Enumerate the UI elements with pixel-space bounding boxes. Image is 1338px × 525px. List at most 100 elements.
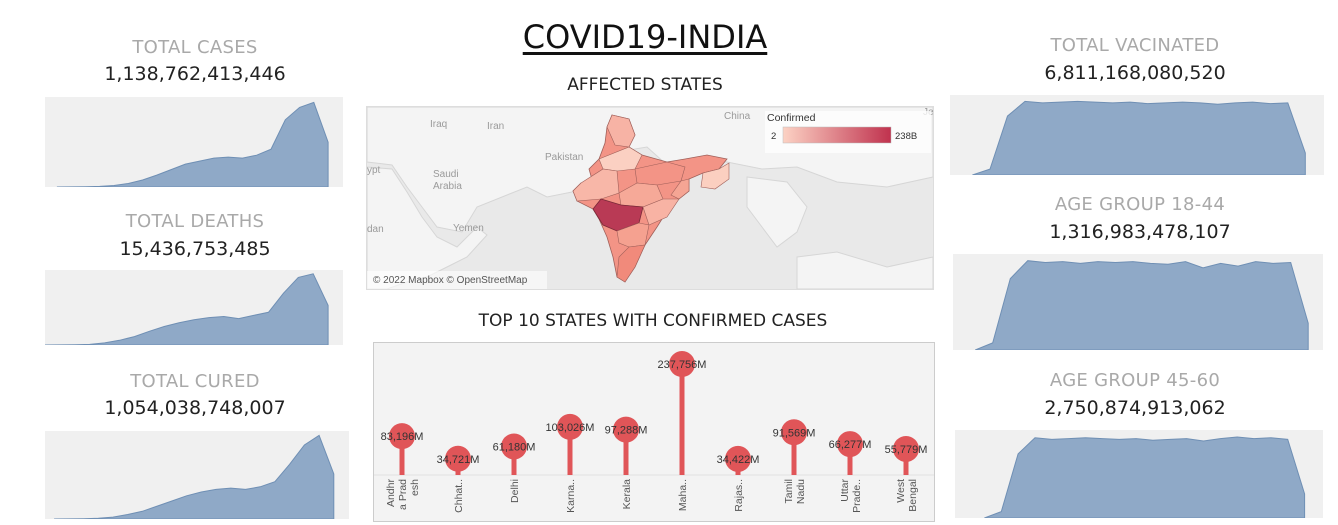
state-rajasthan-gujarat[interactable] bbox=[572, 168, 620, 202]
lollipop-point[interactable] bbox=[613, 416, 639, 443]
age-18-44-value: 1,316,983,478,107 bbox=[1049, 221, 1231, 243]
lollipop-category-line: West bbox=[895, 479, 907, 503]
age-45-60-label: AGE GROUP 45-60 bbox=[1049, 370, 1221, 391]
age-18-44-label: AGE GROUP 18-44 bbox=[1054, 194, 1226, 215]
lollipop-category-line: Karna.. bbox=[565, 479, 577, 513]
map-svg: Iraq Iran Pakistan Saudi Arabia Yemen Ch… bbox=[367, 107, 933, 289]
lollipop-category-label: WestBengal bbox=[895, 479, 919, 512]
age-45-60-area[interactable] bbox=[984, 436, 1306, 518]
age-18-44-area-svg bbox=[975, 260, 1309, 350]
legend-title: Confirmed bbox=[767, 112, 816, 124]
lollipop-data-label: 103,026M bbox=[546, 422, 595, 434]
total-cured-sparkline bbox=[45, 431, 349, 519]
place-label-china: China bbox=[724, 111, 751, 122]
total-vaccinated-area[interactable] bbox=[972, 100, 1306, 175]
age-45-60-sparkline bbox=[955, 430, 1323, 518]
place-label-arabia: Arabia bbox=[433, 181, 462, 192]
age-18-44-area[interactable] bbox=[975, 260, 1309, 350]
map-title: AFFECTED STATES bbox=[567, 75, 723, 95]
lollipop-category-label: Maha.. bbox=[677, 479, 689, 511]
state-tamil-nadu-kerala[interactable] bbox=[616, 244, 646, 283]
attribution-backdrop bbox=[367, 271, 547, 289]
legend-gradient bbox=[782, 126, 892, 144]
lollipop-category-line: Rajas.. bbox=[733, 479, 745, 512]
lollipop-category-label: Rajas.. bbox=[733, 479, 745, 512]
place-label-egypt: ypt bbox=[367, 165, 381, 176]
place-label-iran: Iran bbox=[487, 121, 504, 132]
lollipop-point[interactable] bbox=[445, 445, 471, 472]
lollipop-category-label: Kerala bbox=[621, 479, 633, 510]
lollipop-data-label: 66,277M bbox=[829, 439, 872, 451]
legend-min: 2 bbox=[771, 131, 776, 142]
lollipop-data-label: 83,196M bbox=[381, 431, 424, 443]
lollipop-svg: 83,196M Andhra Pradesh 34,721M Chhat.. 61,18… bbox=[374, 351, 934, 513]
lollipop-category-line: Andhr bbox=[385, 479, 397, 508]
place-label-pakistan: Pakistan bbox=[545, 152, 583, 163]
dashboard-title: COVID19-INDIA bbox=[522, 18, 768, 56]
lollipop-category-line: Nadu bbox=[795, 479, 807, 504]
state-northeast[interactable] bbox=[700, 162, 730, 190]
total-deaths-value: 15,436,753,485 bbox=[119, 238, 271, 260]
top10-title: TOP 10 STATES WITH CONFIRMED CASES bbox=[478, 311, 828, 331]
lollipop-point[interactable] bbox=[781, 419, 807, 446]
affected-states-map[interactable]: Iraq Iran Pakistan Saudi Arabia Yemen Ch… bbox=[366, 106, 934, 290]
lollipop-point[interactable] bbox=[669, 351, 695, 378]
place-label-iraq: Iraq bbox=[430, 119, 447, 130]
total-cured-area[interactable] bbox=[54, 434, 335, 519]
lollipop-category-line: a Prad bbox=[397, 479, 409, 510]
place-label-yemen: Yemen bbox=[453, 223, 484, 234]
lollipop-category-line: Uttar bbox=[839, 479, 851, 502]
lollipop-point[interactable] bbox=[389, 423, 415, 450]
total-deaths-area-svg bbox=[45, 273, 329, 345]
age-45-60-area-svg bbox=[984, 436, 1306, 518]
total-vaccinated-area-svg bbox=[972, 100, 1306, 175]
total-cured-label: TOTAL CURED bbox=[130, 371, 260, 392]
lollipop-data-label: 55,779M bbox=[885, 444, 928, 456]
lollipop-category-line: Chhat.. bbox=[453, 479, 465, 513]
lollipop-category-label: Andhra Pradesh bbox=[385, 479, 421, 510]
total-cured-value: 1,054,038,748,007 bbox=[104, 397, 286, 419]
state-west-bengal[interactable] bbox=[670, 178, 690, 200]
lollipop-category-line: Bengal bbox=[907, 479, 919, 512]
lollipop-point[interactable] bbox=[501, 433, 527, 460]
lollipop-category-label: UttarPrade.. bbox=[839, 479, 863, 513]
place-label-sudan: dan bbox=[367, 224, 384, 235]
lollipop-category-label: Chhat.. bbox=[453, 479, 465, 513]
lollipop-category-label: TamilNadu bbox=[783, 479, 807, 504]
total-vaccinated-sparkline bbox=[950, 95, 1324, 175]
legend-max: 238B bbox=[895, 131, 917, 142]
lollipop-point[interactable] bbox=[557, 413, 583, 440]
landmass-islands bbox=[796, 251, 933, 289]
total-deaths-area[interactable] bbox=[45, 273, 329, 345]
lollipop-data-label: 237,756M bbox=[658, 359, 707, 371]
lollipop-category-label: Delhi bbox=[509, 479, 521, 503]
map-attribution[interactable]: © 2022 Mapbox © OpenStreetMap bbox=[373, 275, 528, 286]
lollipop-point[interactable] bbox=[837, 431, 863, 458]
lollipop-category-line: Tamil bbox=[783, 479, 795, 504]
lollipop-category-line: Kerala bbox=[621, 479, 633, 510]
total-vaccinated-label: TOTAL VACINATED bbox=[1050, 35, 1220, 56]
lollipop-point[interactable] bbox=[725, 445, 751, 472]
lollipop-data-label: 97,288M bbox=[605, 425, 648, 437]
age-45-60-value: 2,750,874,913,062 bbox=[1044, 397, 1226, 419]
lollipop-category-line: esh bbox=[409, 479, 421, 496]
age-18-44-sparkline bbox=[953, 254, 1323, 350]
total-vaccinated-value: 6,811,168,080,520 bbox=[1044, 62, 1226, 84]
lollipop-category-line: Maha.. bbox=[677, 479, 689, 511]
top10-lollipop-chart: 83,196M Andhra Pradesh 34,721M Chhat.. 61,18… bbox=[373, 342, 935, 522]
total-cases-sparkline bbox=[45, 97, 343, 187]
state-odisha-chhattisgarh[interactable] bbox=[642, 198, 680, 226]
state-maharashtra[interactable] bbox=[592, 198, 644, 232]
lollipop-data-label: 34,721M bbox=[437, 454, 480, 466]
lollipop-point[interactable] bbox=[893, 435, 919, 462]
lollipop-category-label: Karna.. bbox=[565, 479, 577, 513]
lollipop-data-label: 91,569M bbox=[773, 427, 816, 439]
lollipop-data-label: 34,422M bbox=[717, 454, 760, 466]
total-cases-area-svg bbox=[56, 101, 329, 187]
lollipop-category-line: Delhi bbox=[509, 479, 521, 503]
total-cured-area-svg bbox=[54, 434, 335, 519]
landmass-southeast-asia bbox=[746, 176, 808, 248]
place-label-saudi: Saudi bbox=[433, 169, 459, 180]
total-cases-area[interactable] bbox=[56, 101, 329, 187]
lollipop-data-label: 61,180M bbox=[493, 441, 536, 453]
